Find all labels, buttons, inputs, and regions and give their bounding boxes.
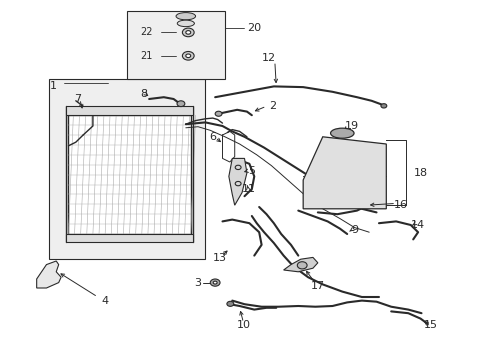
Text: 9: 9 [350, 225, 357, 235]
Text: 19: 19 [345, 121, 358, 131]
Text: 4: 4 [102, 296, 108, 306]
Polygon shape [283, 257, 317, 272]
Text: 22: 22 [140, 27, 153, 37]
Text: 17: 17 [310, 281, 324, 291]
Circle shape [185, 54, 190, 58]
Text: 5: 5 [248, 166, 255, 176]
Text: 10: 10 [236, 320, 250, 330]
Circle shape [380, 104, 386, 108]
Ellipse shape [176, 13, 195, 20]
Text: 7: 7 [74, 94, 81, 104]
Circle shape [226, 301, 233, 306]
Text: 15: 15 [424, 320, 437, 330]
Circle shape [182, 51, 194, 60]
Text: 2: 2 [269, 101, 276, 111]
Text: 6: 6 [209, 132, 216, 142]
Circle shape [177, 101, 184, 107]
Polygon shape [37, 261, 61, 288]
Polygon shape [228, 158, 246, 205]
Text: 3: 3 [194, 278, 201, 288]
Bar [66, 234, 193, 242]
Circle shape [215, 111, 222, 116]
Text: 20: 20 [247, 23, 261, 33]
Circle shape [213, 281, 217, 284]
Circle shape [297, 262, 306, 269]
Circle shape [182, 28, 194, 37]
Text: 8: 8 [141, 89, 147, 99]
Text: 13: 13 [213, 253, 226, 263]
Bar [127, 11, 224, 79]
Polygon shape [303, 137, 386, 209]
Text: 18: 18 [413, 168, 427, 178]
Bar [66, 106, 193, 115]
Text: 12: 12 [262, 53, 275, 63]
Circle shape [210, 279, 220, 286]
Text: 16: 16 [393, 200, 407, 210]
Text: 11: 11 [241, 184, 255, 194]
Text: 14: 14 [410, 220, 424, 230]
Circle shape [185, 31, 190, 34]
Ellipse shape [330, 128, 353, 138]
Text: 21: 21 [140, 51, 153, 61]
Text: 1: 1 [50, 81, 57, 91]
Bar [68, 115, 190, 234]
Bar [49, 79, 205, 259]
Ellipse shape [177, 20, 194, 27]
